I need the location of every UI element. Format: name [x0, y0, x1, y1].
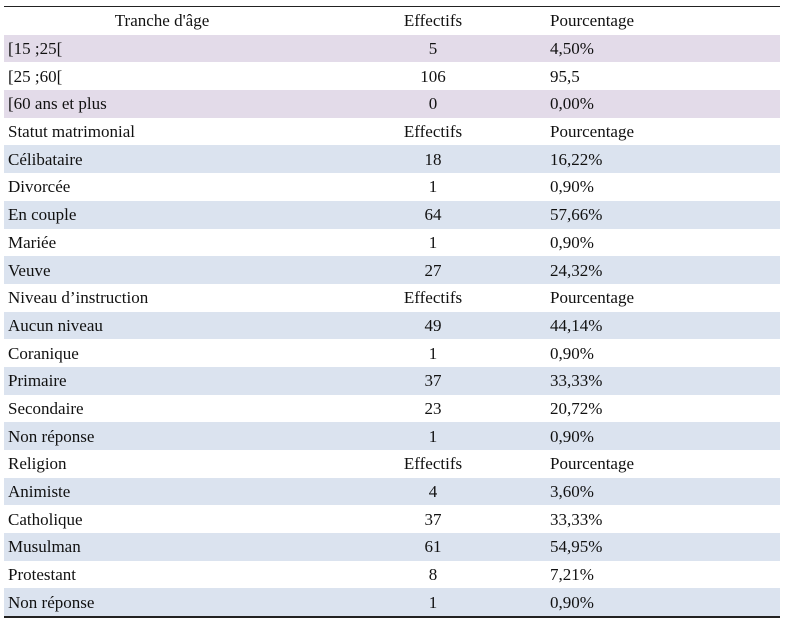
section-header-label: Statut matrimonial	[4, 117, 316, 146]
sociodemographic-table: Tranche d'âge Effectifs Pourcentage [15 …	[4, 5, 780, 619]
row-label: Divorcée	[4, 173, 316, 201]
table-row: Célibataire 18 16,22%	[4, 145, 780, 174]
row-percent: 16,22%	[546, 145, 780, 174]
row-label: Secondaire	[4, 394, 316, 423]
row-count: 18	[316, 145, 546, 174]
row-count: 27	[316, 256, 546, 284]
table-row: Animiste 4 3,60%	[4, 477, 780, 506]
count-column-header: Effectifs	[316, 117, 546, 146]
row-count: 64	[316, 200, 546, 229]
section-header-label: Tranche d'âge	[4, 5, 316, 35]
row-label: Non réponse	[4, 422, 316, 450]
row-count: 1	[316, 339, 546, 367]
row-count: 1	[316, 228, 546, 257]
section-header-label: Niveau d’instruction	[4, 283, 316, 312]
percent-column-header: Pourcentage	[546, 450, 780, 478]
row-percent: 57,66%	[546, 200, 780, 229]
row-count: 106	[316, 62, 546, 91]
row-label: [25 ;60[	[4, 62, 316, 91]
row-count: 23	[316, 394, 546, 423]
row-percent: 0,90%	[546, 588, 780, 619]
row-label: Célibataire	[4, 145, 316, 174]
row-percent: 0,00%	[546, 90, 780, 118]
row-label: [15 ;25[	[4, 34, 316, 63]
row-percent: 0,90%	[546, 173, 780, 201]
row-percent: 0,90%	[546, 339, 780, 367]
row-label: Primaire	[4, 366, 316, 395]
row-percent: 0,90%	[546, 422, 780, 450]
percent-column-header: Pourcentage	[546, 5, 780, 35]
count-column-header: Effectifs	[316, 283, 546, 312]
row-percent: 95,5	[546, 62, 780, 91]
table-row: Catholique 37 33,33%	[4, 505, 780, 534]
table-row: Secondaire 23 20,72%	[4, 394, 780, 423]
table-row: [25 ;60[ 106 95,5	[4, 62, 780, 91]
row-count: 0	[316, 90, 546, 118]
section-header-marital-status: Statut matrimonial Effectifs Pourcentage	[4, 117, 780, 146]
row-percent: 33,33%	[546, 505, 780, 534]
row-percent: 54,95%	[546, 533, 780, 561]
table-row: Coranique 1 0,90%	[4, 339, 780, 367]
table-row: Mariée 1 0,90%	[4, 228, 780, 257]
row-count: 37	[316, 505, 546, 534]
row-percent: 4,50%	[546, 34, 780, 63]
row-label: Protestant	[4, 560, 316, 589]
row-label: [60 ans et plus	[4, 90, 316, 118]
row-percent: 7,21%	[546, 560, 780, 589]
count-column-header: Effectifs	[316, 450, 546, 478]
percent-column-header: Pourcentage	[546, 283, 780, 312]
table-row: [15 ;25[ 5 4,50%	[4, 34, 780, 63]
row-label: Catholique	[4, 505, 316, 534]
section-header-education: Niveau d’instruction Effectifs Pourcenta…	[4, 283, 780, 312]
row-label: Veuve	[4, 256, 316, 284]
table-row: Musulman 61 54,95%	[4, 533, 780, 561]
row-percent: 33,33%	[546, 366, 780, 395]
row-label: Aucun niveau	[4, 311, 316, 340]
row-count: 8	[316, 560, 546, 589]
table-row: Aucun niveau 49 44,14%	[4, 311, 780, 340]
section-header-age: Tranche d'âge Effectifs Pourcentage	[4, 5, 780, 35]
row-count: 1	[316, 588, 546, 619]
percent-column-header: Pourcentage	[546, 117, 780, 146]
table-row: Primaire 37 33,33%	[4, 366, 780, 395]
row-count: 1	[316, 173, 546, 201]
row-label: Mariée	[4, 228, 316, 257]
row-percent: 24,32%	[546, 256, 780, 284]
row-label: Animiste	[4, 477, 316, 506]
table-row: Divorcée 1 0,90%	[4, 173, 780, 201]
section-header-religion: Religion Effectifs Pourcentage	[4, 450, 780, 478]
row-percent: 0,90%	[546, 228, 780, 257]
row-label: Musulman	[4, 533, 316, 561]
row-count: 5	[316, 34, 546, 63]
row-count: 61	[316, 533, 546, 561]
table-body: Tranche d'âge Effectifs Pourcentage [15 …	[4, 5, 780, 619]
row-count: 49	[316, 311, 546, 340]
table-row: Veuve 27 24,32%	[4, 256, 780, 284]
row-label: En couple	[4, 200, 316, 229]
table-row: [60 ans et plus 0 0,00%	[4, 90, 780, 118]
row-count: 1	[316, 422, 546, 450]
row-count: 4	[316, 477, 546, 506]
row-count: 37	[316, 366, 546, 395]
table-row: Protestant 8 7,21%	[4, 560, 780, 589]
row-percent: 3,60%	[546, 477, 780, 506]
table-row: En couple 64 57,66%	[4, 200, 780, 229]
section-header-label: Religion	[4, 450, 316, 478]
count-column-header: Effectifs	[316, 5, 546, 35]
table-row: Non réponse 1 0,90%	[4, 588, 780, 619]
row-percent: 20,72%	[546, 394, 780, 423]
row-label: Non réponse	[4, 588, 316, 619]
table-row: Non réponse 1 0,90%	[4, 422, 780, 450]
row-label: Coranique	[4, 339, 316, 367]
row-percent: 44,14%	[546, 311, 780, 340]
